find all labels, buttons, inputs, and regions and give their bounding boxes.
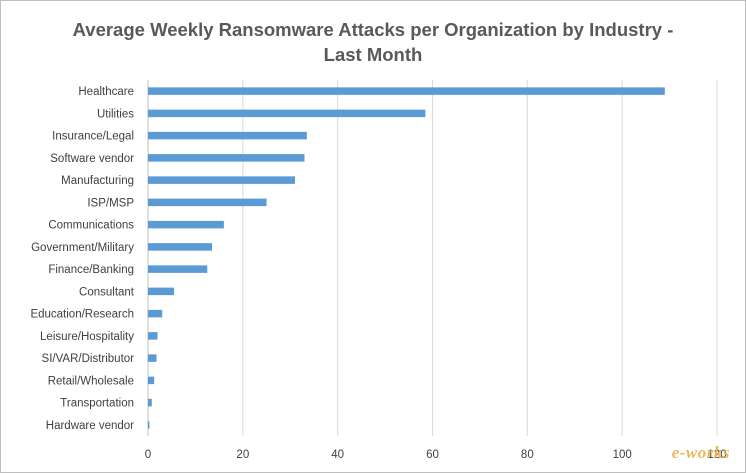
bar [148,243,213,251]
category-label: Manufacturing [61,175,134,187]
x-tick-label: 60 [426,449,439,461]
x-tick-label: 0 [145,449,151,461]
bar [148,220,224,229]
x-tick-label: 80 [521,449,534,461]
category-label: Software vendor [50,153,134,165]
bar [148,265,208,273]
bar [148,398,152,407]
watermark-prefix: e- [671,443,686,462]
bar [148,176,295,184]
category-label: Transportation [60,398,134,410]
bar [148,154,305,162]
bar [148,354,157,362]
category-label: Consultant [79,286,135,298]
e-works-watermark-logo: e-works [672,443,730,463]
x-tick-label: 40 [331,449,344,461]
x-axis-ticks: 0 20 40 60 80 100 120 [145,449,727,461]
x-tick-label: 100 [613,449,632,461]
chart-title: Average Weekly Ransomware Attacks per Or… [0,17,746,67]
bars [148,87,665,429]
bar [148,376,155,385]
category-label: Insurance/Legal [52,131,134,143]
bar [148,87,665,95]
x-tick-label: 120 [707,449,726,461]
category-label: Finance/Banking [48,264,134,276]
bar [148,109,426,118]
category-label: Healthcare [78,86,134,98]
watermark-suffix: works [685,443,730,462]
category-labels: Healthcare Utilities Insurance/Legal Softwa… [30,86,134,432]
category-label: Hardware vendor [46,420,134,432]
category-label: Leisure/Hospitality [40,331,134,343]
chart-title-line-2: Last Month [323,44,423,65]
category-label: Utilities [97,108,134,120]
chart-title-line-1: Average Weekly Ransomware Attacks per Or… [72,19,674,40]
bar [148,421,150,429]
bar [148,198,267,207]
category-label: Communications [48,220,134,232]
bar [148,287,175,296]
bar [148,332,158,340]
category-label: SI/VAR/Distributor [42,353,135,365]
bar [148,309,163,318]
bar [148,131,307,140]
category-label: ISP/MSP [87,197,134,209]
category-label: Education/Research [30,309,134,321]
category-label: Government/Military [31,242,134,254]
x-tick-label: 20 [236,449,249,461]
category-label: Retail/Wholesale [48,375,134,387]
